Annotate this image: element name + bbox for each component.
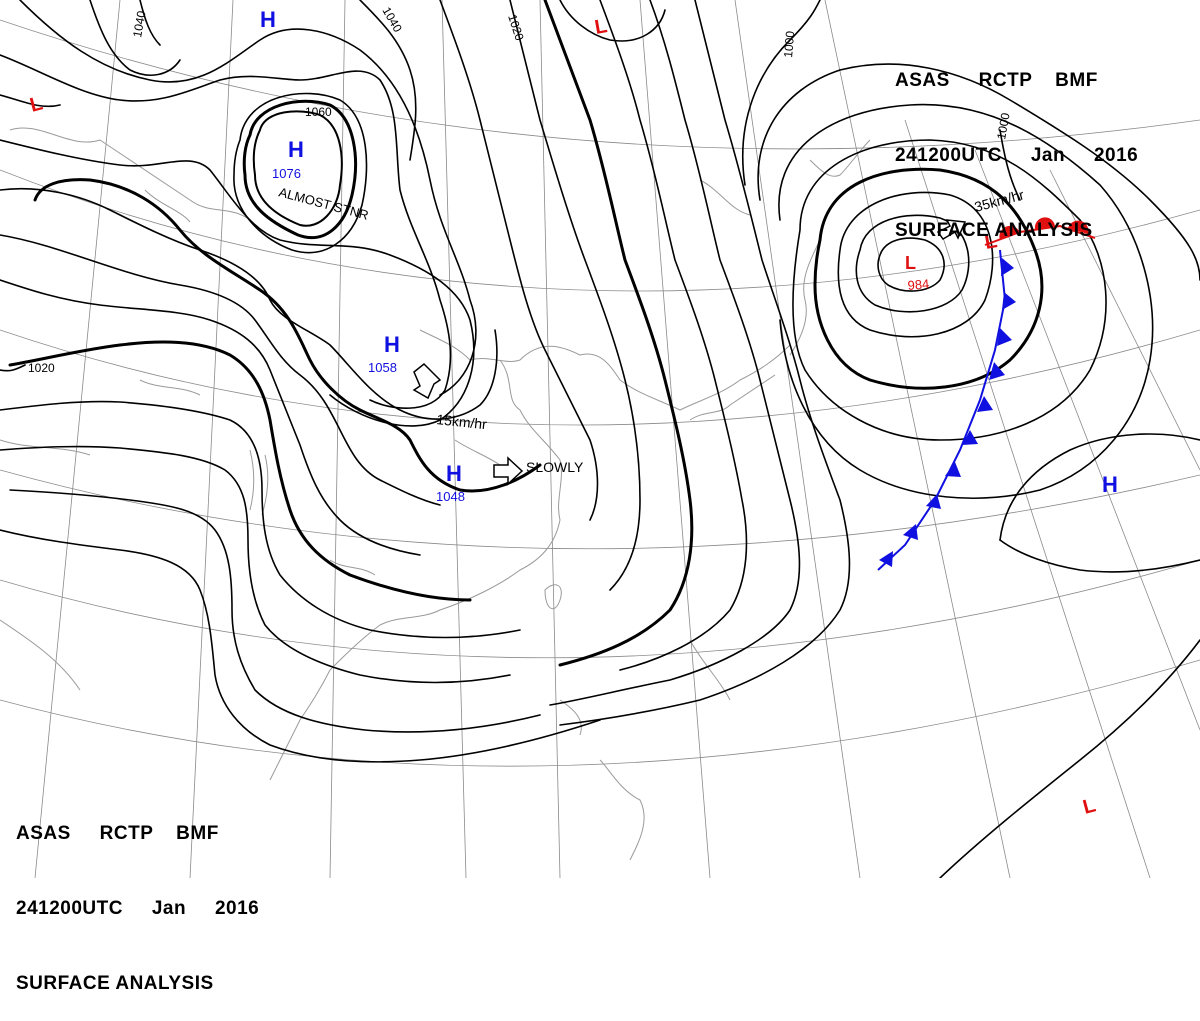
isobars: [0, 0, 1200, 878]
low-symbol: L: [1081, 794, 1098, 818]
high-value: 1076: [272, 166, 301, 181]
high-value: 1048: [436, 489, 465, 504]
low-symbol: L: [983, 230, 999, 254]
weather-map: 1040 1040 1020 1000 1000 1060 1020 H 107…: [0, 0, 1200, 878]
arrow-1048: [493, 456, 524, 486]
header-line-2: 241200UTC Jan 2016: [16, 898, 260, 919]
arrow-984: [936, 219, 967, 240]
isobar-label: 1060: [305, 105, 332, 119]
warm-front: [984, 217, 1096, 246]
motion-arrows: [412, 219, 967, 486]
low-symbol: L: [593, 15, 609, 39]
chart-header-bottom: ASAS RCTP BMF 241200UTC Jan 2016 SURFACE…: [16, 771, 259, 1021]
chart-header-top: ASAS RCTP BMF 241200UTC Jan 2016 SURFACE…: [895, 18, 1138, 268]
isobar-label: 1000: [781, 30, 797, 58]
map-background: [0, 0, 1200, 878]
high-value: 1058: [368, 360, 397, 375]
header-line-1: ASAS RCTP BMF: [16, 823, 219, 844]
header-line-2: 241200UTC Jan 2016: [895, 145, 1139, 166]
coastlines: [0, 127, 871, 861]
low-symbol: L: [28, 92, 45, 116]
isobar-label: 1000: [994, 111, 1012, 140]
low-value: 984: [907, 276, 930, 293]
high-symbol: H: [384, 332, 400, 357]
header-line-3: SURFACE ANALYSIS: [16, 973, 214, 994]
high-symbol: H: [446, 461, 462, 486]
high-symbol: H: [288, 137, 304, 162]
motion-labels: 15km/hr SLOWLY 35km/hr: [436, 186, 1026, 475]
motion-label: SLOWLY: [526, 459, 584, 475]
isobar-label: 1020: [28, 361, 55, 375]
high-symbol: H: [260, 7, 276, 32]
header-line-3: SURFACE ANALYSIS: [895, 220, 1093, 241]
header-line-1: ASAS RCTP BMF: [895, 70, 1098, 91]
low-symbol: L: [905, 253, 916, 273]
graticule: [0, 0, 1200, 878]
high-symbol: H: [1102, 472, 1118, 497]
arrow-1058: [412, 362, 442, 400]
isobar-label: 1040: [130, 9, 148, 38]
motion-label: 15km/hr: [436, 411, 488, 432]
cold-front: [877, 249, 1016, 571]
